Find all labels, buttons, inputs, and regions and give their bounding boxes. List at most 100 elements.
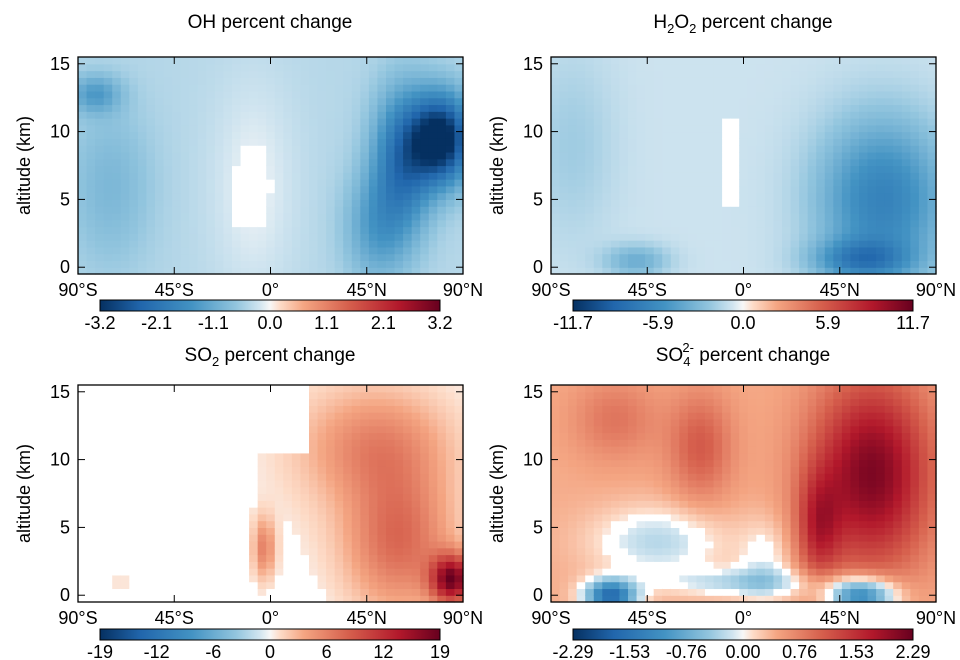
heatmap-cell (773, 84, 783, 92)
heatmap-cell (326, 111, 336, 119)
heatmap-cell (232, 63, 242, 72)
heatmap-cell (274, 131, 284, 139)
heatmap-cell (103, 77, 113, 85)
heatmap-cell (670, 479, 680, 488)
heatmap-cell (240, 405, 250, 413)
heatmap-cell (816, 111, 826, 119)
heatmap-cell (112, 118, 122, 126)
heatmap-cell (437, 473, 447, 481)
heatmap-cell (568, 172, 578, 180)
heatmap-cell (377, 226, 387, 234)
heatmap-cell (309, 459, 319, 467)
heatmap-cell (351, 446, 361, 454)
heatmap-cell (386, 63, 396, 72)
heatmap-cell (764, 260, 775, 268)
heatmap-cell (454, 507, 464, 515)
heatmap-cell (773, 57, 783, 65)
heatmap-cell (368, 391, 379, 400)
heatmap-cell (454, 540, 464, 549)
heatmap-cell (893, 253, 903, 262)
heatmap-cell (602, 581, 612, 590)
heatmap-cell (445, 192, 456, 201)
heatmap-cell (129, 63, 139, 72)
heatmap-cell (713, 212, 723, 221)
heatmap-cell (163, 185, 173, 194)
heatmap-cell (918, 206, 929, 214)
heatmap-cell (593, 138, 603, 146)
heatmap-cell (95, 459, 105, 467)
heatmap-cell (300, 172, 310, 180)
heatmap-cell (653, 486, 663, 495)
heatmap-cell (437, 260, 447, 268)
heatmap-cell (619, 226, 629, 234)
heatmap-cell (645, 391, 655, 400)
heatmap-cell (884, 199, 894, 207)
heatmap-cell (206, 260, 216, 268)
heatmap-cell (394, 145, 404, 153)
heatmap-cell (730, 212, 740, 221)
heatmap-cell (266, 260, 276, 268)
heatmap-cell (360, 513, 370, 522)
heatmap-cell (180, 425, 190, 434)
heatmap-cell (884, 90, 894, 99)
heatmap-cell (454, 240, 464, 248)
heatmap-cell (610, 588, 621, 596)
heatmap-cell (576, 151, 586, 160)
heatmap-cell (351, 84, 361, 92)
heatmap-cell (257, 206, 267, 214)
heatmap-cell (403, 540, 413, 549)
heatmap-cell (103, 588, 113, 596)
heatmap-cell (317, 432, 327, 440)
heatmap-cell (368, 219, 379, 228)
heatmap-cell (317, 260, 327, 268)
heatmap-cell (112, 77, 122, 85)
heatmap-cell (386, 84, 396, 92)
heatmap-cell (867, 233, 877, 241)
heatmap-cell (266, 192, 276, 201)
heatmap-cell (326, 260, 336, 268)
heatmap-cell (266, 206, 276, 214)
heatmap-cell (317, 527, 327, 535)
heatmap-cell (137, 57, 148, 65)
heatmap-cell (206, 425, 216, 434)
heatmap-cell (773, 185, 783, 194)
heatmap-cell (283, 568, 293, 576)
heatmap-cell (172, 57, 182, 65)
heatmap-cell (454, 479, 464, 488)
heatmap-cell (386, 595, 396, 603)
heatmap-cell (180, 452, 190, 461)
heatmap-cell (300, 473, 310, 481)
heatmap-cell (266, 520, 276, 529)
heatmap-cell (368, 206, 379, 214)
heatmap-cell (679, 212, 689, 221)
heatmap-cell (155, 77, 165, 85)
heatmap-cell (445, 466, 456, 474)
heatmap-cell (309, 206, 319, 214)
heatmap-cell (437, 418, 447, 427)
heatmap-cell (662, 84, 672, 92)
heatmap-cell (918, 192, 929, 201)
heatmap-cell (833, 104, 843, 112)
heatmap-cell (568, 527, 578, 535)
heatmap-cell (602, 84, 612, 92)
heatmap-cell (841, 253, 852, 262)
heatmap-cell (696, 97, 706, 106)
heatmap-cell (628, 425, 638, 434)
heatmap-cell (662, 111, 672, 119)
heatmap-cell (300, 479, 310, 488)
heatmap-cell (602, 493, 612, 501)
heatmap-cell (214, 412, 225, 420)
heatmap-cell (867, 267, 877, 275)
heatmap-cell (687, 520, 698, 529)
heatmap-cell (223, 165, 233, 173)
colorbar-tick-label: 11.7 (896, 313, 930, 333)
heatmap-cell (326, 459, 336, 467)
heatmap-cell (249, 199, 259, 207)
heatmap-cell (78, 486, 88, 495)
heatmap-cell (679, 588, 689, 596)
heatmap-cell (850, 219, 860, 228)
heatmap-cell (687, 57, 698, 65)
heatmap-cell (155, 534, 165, 542)
heatmap-cell (189, 172, 199, 180)
heatmap-cell (901, 165, 911, 173)
